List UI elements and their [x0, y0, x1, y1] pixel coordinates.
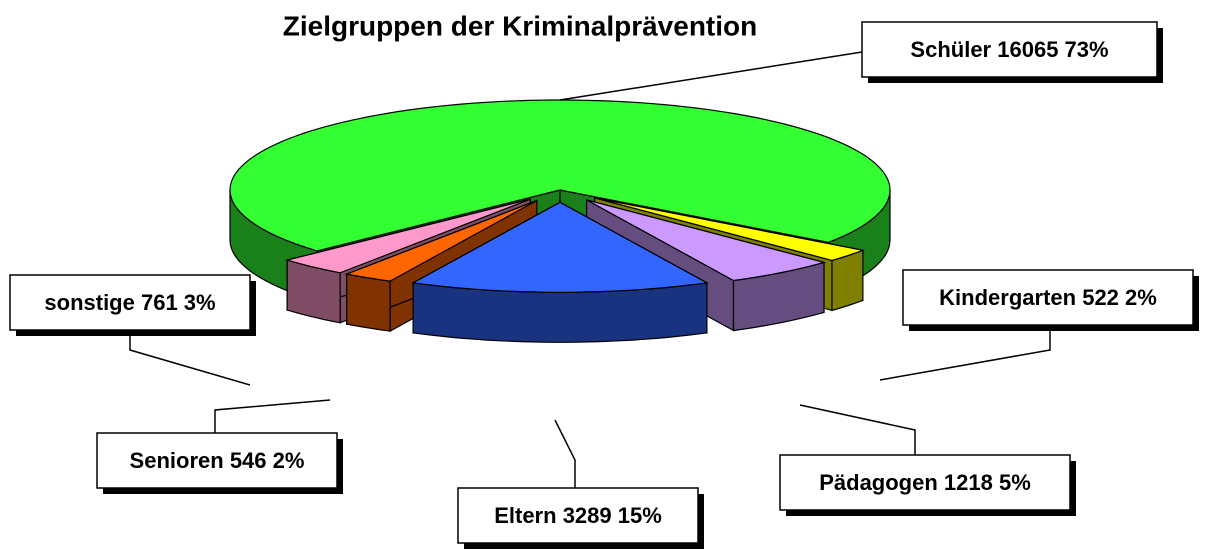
label-box	[861, 21, 1158, 78]
chart-title: Zielgruppen der Kriminalprävention	[283, 10, 758, 41]
leader-line	[799, 404, 916, 455]
label-category: Kindergarten	[939, 285, 1076, 310]
slice-side	[346, 273, 391, 332]
label-box	[96, 432, 338, 489]
slice-top	[229, 99, 891, 252]
leader-line	[879, 325, 1051, 381]
leader-line	[214, 399, 331, 433]
slice-top	[344, 199, 538, 282]
data-label: Pädagogen 1218 5%	[819, 470, 1031, 495]
label-category: Pädagogen	[819, 470, 938, 495]
data-label: sonstige 761 3%	[44, 290, 215, 315]
leader-line	[559, 51, 863, 101]
label-value: 1218 5%	[944, 470, 1031, 495]
label-category: Senioren	[130, 448, 224, 473]
leader-line	[554, 419, 576, 488]
label-category: sonstige	[44, 290, 134, 315]
pie-slice	[411, 201, 709, 343]
data-label: Eltern 3289 15%	[494, 503, 662, 528]
slice-top	[594, 197, 866, 262]
label-category: Eltern	[494, 503, 556, 528]
label-box	[457, 487, 699, 544]
slice-top	[284, 198, 531, 274]
label-value: 761 3%	[141, 290, 216, 315]
label-category: Schüler	[910, 37, 991, 62]
slice-top	[586, 199, 827, 282]
leader-line	[129, 330, 251, 386]
label-value: 3289 15%	[563, 503, 662, 528]
label-value: 522 2%	[1082, 285, 1157, 310]
data-label: Schüler 16065 73%	[910, 37, 1108, 62]
label-box	[902, 269, 1194, 326]
label-value: 546 2%	[230, 448, 305, 473]
label-value: 16065 73%	[997, 37, 1108, 62]
data-label: Kindergarten 522 2%	[939, 285, 1157, 310]
data-label: Senioren 546 2%	[130, 448, 305, 473]
label-box	[779, 454, 1071, 511]
label-box	[9, 274, 251, 331]
slice-top	[411, 201, 709, 293]
